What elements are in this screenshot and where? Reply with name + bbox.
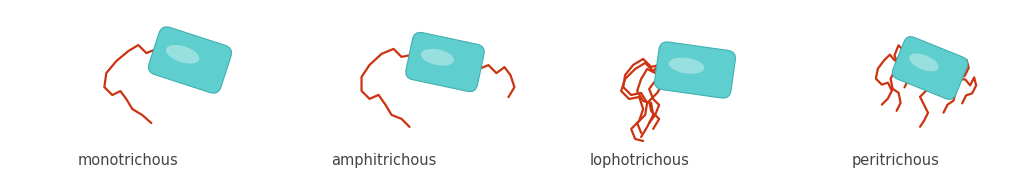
Ellipse shape	[909, 53, 939, 71]
Text: amphitrichous: amphitrichous	[332, 153, 436, 168]
Text: monotrichous: monotrichous	[78, 153, 178, 168]
Text: lophotrichous: lophotrichous	[590, 153, 690, 168]
FancyBboxPatch shape	[148, 27, 231, 93]
Ellipse shape	[669, 58, 705, 74]
FancyBboxPatch shape	[892, 36, 968, 100]
Ellipse shape	[421, 49, 454, 66]
FancyBboxPatch shape	[406, 32, 484, 92]
Ellipse shape	[166, 45, 200, 64]
FancyBboxPatch shape	[654, 42, 735, 98]
Text: peritrichous: peritrichous	[852, 153, 940, 168]
